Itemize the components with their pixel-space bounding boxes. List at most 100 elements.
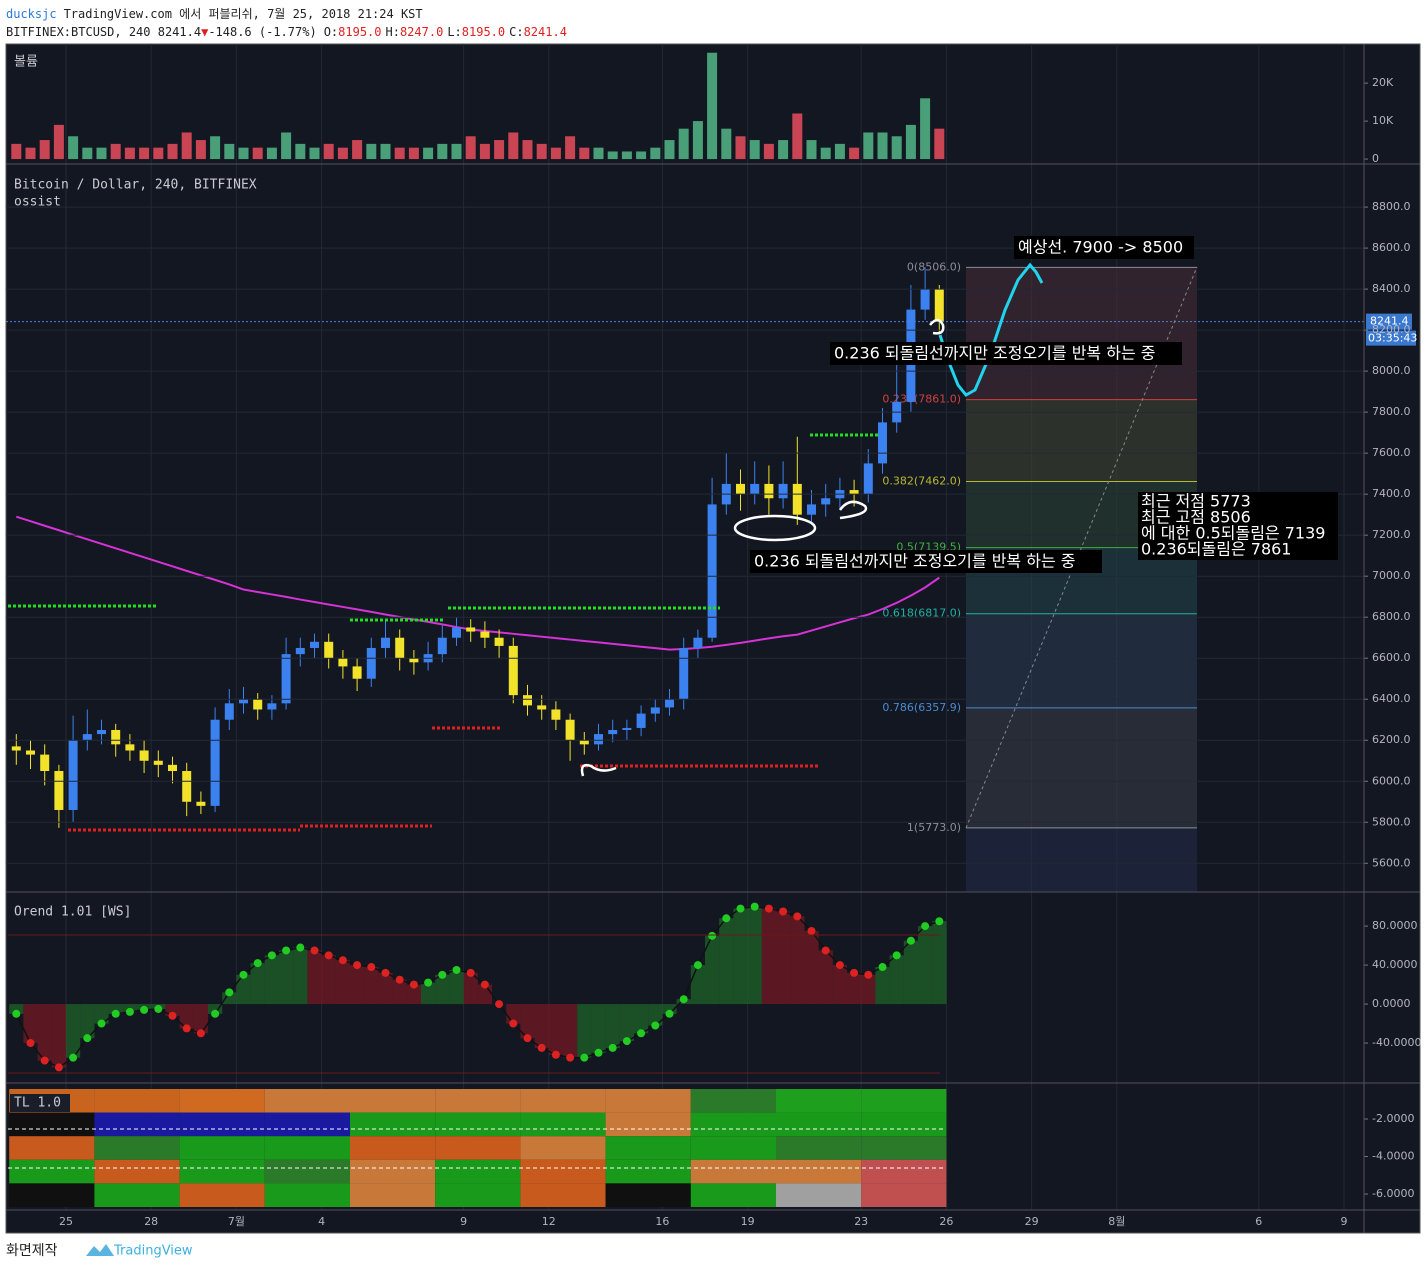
osc-area [94,1004,109,1024]
candle-body [863,463,873,495]
volume-bar [139,147,150,160]
tl-cell [690,1183,776,1207]
x-tick-label: 9 [1341,1215,1348,1228]
volume-bar [266,147,277,160]
tl-cell [520,1112,606,1137]
osc-area [690,965,705,1005]
tl-cell [520,1183,606,1207]
osc-dot [296,943,305,952]
candle-body [11,746,21,751]
osc-dot [324,951,333,960]
osc-dot [12,1009,21,1018]
tl-cell [520,1159,606,1184]
osc-dot [551,1050,560,1059]
volume-bar [621,151,632,160]
x-tick-label: 28 [144,1215,158,1228]
symbol: BITFINEX:BTCUSD, 240 8241.4 [6,25,201,39]
brand-logo[interactable] [86,1244,114,1256]
volume-bar [82,147,93,160]
tl-cell [9,1183,95,1207]
labels: 볼륨 Bitcoin / Dollar, 240, BITFINEX ossis… [10,55,257,1112]
tl-cell [350,1136,436,1160]
osc-dot [835,961,844,970]
volume-bar [834,143,845,160]
volume-bar [408,147,419,160]
change: -148.6 (-1.77%) [208,25,316,39]
candle-body [239,699,248,704]
osc-area [889,955,904,1005]
osc-dot [807,926,816,935]
volume-bar [607,151,618,160]
tl-cell [776,1089,862,1113]
osc-dot [40,1056,49,1065]
tl-cell [605,1159,691,1184]
y-tick-label: 0.0000 [1372,997,1411,1010]
brand[interactable]: TradingView [113,1244,193,1259]
tl-cell [776,1136,862,1160]
y-tick-label: 7800.0 [1372,405,1411,418]
volume-bar [181,132,192,160]
osc-dot [651,1021,660,1030]
tl-cell [861,1183,947,1207]
tl-cell [94,1159,180,1184]
volume-bar [25,147,36,160]
y-tick-label: 7400.0 [1372,487,1411,500]
osc-dot [509,1019,518,1028]
osc-area [66,1004,81,1058]
osc-dot [495,1000,504,1009]
tl-cell [179,1136,265,1160]
candle-body [480,631,490,638]
osc-dot [480,980,489,989]
tl-cell [861,1089,947,1113]
fib-zone [966,399,1197,482]
y-tick-label: 8400.0 [1372,282,1411,295]
osc-area [222,992,237,1005]
osc-area [847,972,862,1005]
tl-cell [264,1183,350,1207]
osc-area [279,950,294,1005]
annotation: 예상선. 7900 -> 8500 [1018,238,1183,257]
osc-area [378,972,393,1005]
candle-body [821,498,831,505]
osc-dot [140,1005,149,1014]
chart-background [5,43,1421,1234]
y-tick-label: -6.0000 [1372,1187,1414,1200]
countdown-tag [1366,330,1416,346]
annotations: 예상선. 7900 -> 8500 0.236 되돌림선까지만 조정오기를 반복… [750,236,1338,573]
tl-cell [9,1112,95,1137]
tl-cell [264,1089,350,1113]
osc-dot [722,914,731,923]
tl-dividers [8,1128,944,1169]
tl-cell [435,1159,521,1184]
candle-body [97,729,106,735]
osc-dot [764,904,773,913]
tl-cell [690,1159,776,1184]
tl-cell [861,1136,947,1160]
osc-area [719,918,734,1005]
tl-cell [350,1089,436,1113]
annotation: 0.236 되돌림선까지만 조정오기를 반복 하는 중 [754,552,1075,571]
fib-zone [966,827,1197,892]
volume-bar [366,143,377,160]
volume-bar [692,121,703,160]
osc-area [51,1004,66,1068]
y-tick-label: 80.0000 [1372,919,1418,932]
annotation: 0.236 되돌림선까지만 조정오기를 반복 하는 중 [834,344,1155,363]
author[interactable]: ducksjc [6,7,57,21]
y-tick-label: 0 [1372,152,1379,165]
candle-body [395,637,405,659]
osc-dot [708,931,717,940]
osc-area [307,950,322,1005]
candle-body [878,422,887,464]
tl-cell [350,1159,436,1184]
osc-area [761,908,776,1005]
tl-cell [605,1112,691,1137]
osc-area [648,1004,663,1026]
volume-bar [53,124,64,160]
candle-body [537,705,547,710]
pane-title: 볼륨 [14,55,38,70]
tl-cell [435,1112,521,1137]
osc-area [421,982,436,1005]
pane-subtitle: ossist [14,195,61,210]
